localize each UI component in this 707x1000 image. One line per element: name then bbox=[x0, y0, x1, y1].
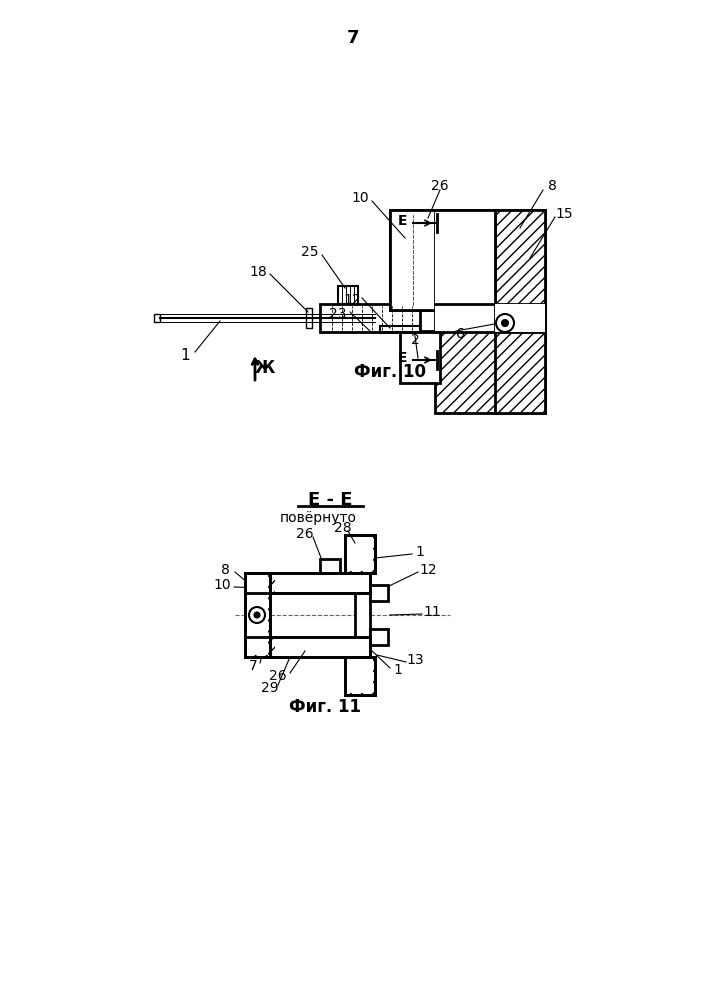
Text: Фиг. 11: Фиг. 11 bbox=[289, 698, 361, 716]
Text: 15: 15 bbox=[555, 207, 573, 221]
Text: 6: 6 bbox=[455, 327, 464, 341]
Text: E - E: E - E bbox=[308, 491, 352, 509]
Bar bbox=[347, 537, 373, 571]
Text: 11: 11 bbox=[423, 605, 441, 619]
Bar bbox=[245, 573, 370, 593]
Bar bbox=[495, 304, 545, 332]
Bar bbox=[390, 210, 435, 310]
Bar bbox=[320, 559, 340, 573]
Bar bbox=[435, 210, 495, 310]
Text: 12: 12 bbox=[343, 293, 361, 307]
Bar bbox=[400, 331, 440, 383]
Text: 26: 26 bbox=[431, 179, 449, 193]
Bar bbox=[245, 573, 270, 657]
Bar bbox=[245, 637, 370, 657]
Text: Ж: Ж bbox=[255, 359, 275, 377]
Bar bbox=[338, 286, 358, 304]
Text: 18: 18 bbox=[249, 265, 267, 279]
Bar bbox=[435, 304, 495, 332]
Bar bbox=[435, 210, 545, 310]
Bar bbox=[370, 585, 388, 601]
Bar bbox=[154, 314, 160, 322]
Text: 13: 13 bbox=[407, 653, 423, 667]
Bar bbox=[345, 657, 375, 695]
Bar bbox=[320, 304, 420, 332]
Text: 1: 1 bbox=[416, 545, 424, 559]
Text: E: E bbox=[397, 214, 407, 228]
Bar bbox=[390, 210, 435, 310]
Text: 26: 26 bbox=[269, 669, 287, 683]
Text: 10: 10 bbox=[351, 191, 369, 205]
Text: 8: 8 bbox=[221, 563, 230, 577]
Bar bbox=[495, 210, 545, 413]
Circle shape bbox=[249, 607, 265, 623]
Bar bbox=[355, 593, 370, 637]
Text: 7: 7 bbox=[346, 29, 359, 47]
Text: 2: 2 bbox=[411, 333, 419, 347]
Bar bbox=[345, 535, 375, 573]
Bar bbox=[306, 308, 312, 328]
Bar bbox=[245, 573, 270, 657]
Bar bbox=[435, 310, 545, 413]
Bar bbox=[380, 326, 420, 332]
Text: Фиг. 10: Фиг. 10 bbox=[354, 363, 426, 381]
Bar bbox=[345, 535, 375, 573]
Circle shape bbox=[501, 320, 508, 326]
Text: 28: 28 bbox=[334, 521, 352, 535]
Text: 12: 12 bbox=[419, 563, 437, 577]
Text: 1: 1 bbox=[394, 663, 402, 677]
Text: 7: 7 bbox=[249, 659, 257, 673]
Bar bbox=[347, 659, 373, 693]
Text: 1: 1 bbox=[180, 348, 189, 362]
Bar bbox=[275, 637, 370, 657]
Bar bbox=[396, 225, 429, 290]
Text: 23: 23 bbox=[329, 307, 346, 321]
Text: повёрнуто: повёрнуто bbox=[279, 511, 356, 525]
Circle shape bbox=[496, 314, 514, 332]
Bar bbox=[370, 629, 388, 645]
Circle shape bbox=[254, 612, 260, 618]
Bar bbox=[345, 657, 375, 695]
Text: 10: 10 bbox=[214, 578, 230, 592]
Text: 29: 29 bbox=[261, 681, 279, 695]
Bar bbox=[247, 575, 268, 655]
Text: 26: 26 bbox=[296, 527, 314, 541]
Text: E: E bbox=[397, 351, 407, 365]
Text: 8: 8 bbox=[547, 179, 556, 193]
Bar bbox=[275, 573, 370, 593]
Text: 25: 25 bbox=[301, 245, 319, 259]
